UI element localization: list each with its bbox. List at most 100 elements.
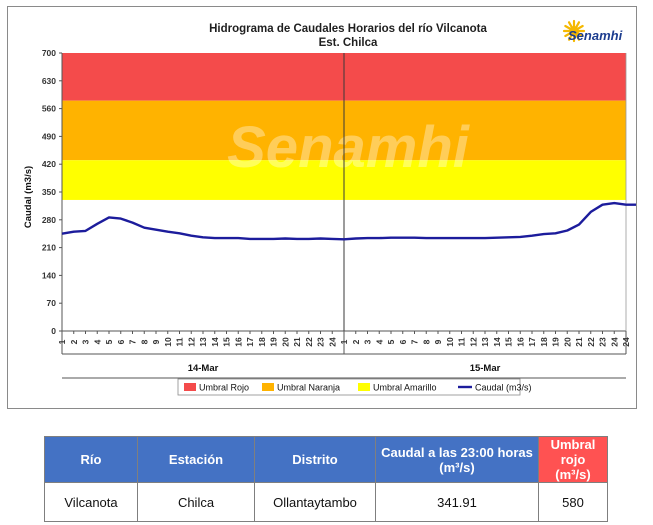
legend-label: Caudal (m3/s) [475, 383, 532, 393]
y-tick-label: 560 [42, 104, 56, 114]
x-tick-label: 7 [410, 339, 420, 344]
y-tick-label: 70 [47, 298, 57, 308]
x-tick-label: 3 [81, 339, 91, 344]
x-tick-label: 16 [233, 337, 243, 347]
x-tick-label: 17 [527, 337, 537, 347]
x-tick-label: 10 [163, 337, 173, 347]
x-tick-label: 13 [480, 337, 490, 347]
x-tick-label: 13 [198, 337, 208, 347]
x-tick-label: 22 [586, 337, 596, 347]
chart-frame: Hidrograma de Caudales Horarios del río … [7, 6, 637, 409]
sun-ray [575, 21, 581, 28]
day-label: 15-Mar [470, 363, 501, 374]
cell-caudal: 341.91 [375, 482, 539, 522]
y-tick-label: 0 [51, 326, 56, 336]
x-tick-label: 4 [374, 339, 384, 344]
header-caudal: Caudal a las 23:00 horas (m³/s) [375, 436, 539, 483]
chart-subtitle: Est. Chilca [319, 37, 378, 49]
x-tick-label: 21 [574, 337, 584, 347]
x-tick-label: 2 [69, 339, 79, 344]
y-tick-label: 280 [42, 215, 56, 225]
watermark: Senamhi [227, 115, 471, 180]
x-tick-label: 19 [551, 337, 561, 347]
y-tick-label: 350 [42, 187, 56, 197]
x-tick-label: 8 [139, 339, 149, 344]
sun-ray [567, 21, 573, 28]
x-tick-label: 7 [128, 339, 138, 344]
x-tick-label: 5 [104, 339, 114, 344]
legend-swatch-umbral-amarillo [358, 383, 370, 391]
x-tick-label: 15 [222, 337, 232, 347]
y-axis-ticks: 0 70 140 210 280 350 420 490 560 630 700 [42, 48, 62, 336]
x-tick-label: 21 [292, 337, 302, 347]
sun-ray [564, 24, 571, 30]
x-tick-label: 24 [609, 337, 619, 347]
watermark-text: Senamhi [227, 115, 471, 180]
legend-swatch-umbral-rojo [184, 383, 196, 391]
cell-umbral-rojo: 580 [538, 482, 608, 522]
legend-label: Umbral Naranja [277, 383, 340, 393]
x-tick-label: 20 [280, 337, 290, 347]
x-tick-label: 14 [492, 337, 502, 347]
logo-text: Senamhi [568, 28, 623, 43]
x-tick-label: 3 [363, 339, 373, 344]
header-estacion: Estación [137, 436, 255, 483]
x-tick-label: 16 [515, 337, 525, 347]
sun-icon [562, 19, 586, 43]
x-tick-label: 17 [245, 337, 255, 347]
station-table: Río Estación Distrito Caudal a las 23:00… [44, 436, 608, 522]
sun-ray [575, 34, 581, 41]
hydrograph-chart: Hidrograma de Caudales Horarios del río … [23, 19, 636, 396]
x-tick-label: 22 [304, 337, 314, 347]
x-tick-label: 24 [621, 337, 631, 347]
header-rio: Río [44, 436, 138, 483]
senamhi-logo: Senamhi [562, 19, 623, 43]
table-header-row: Río Estación Distrito Caudal a las 23:00… [44, 436, 608, 483]
sun-core [569, 26, 579, 36]
legend: Umbral Rojo Umbral Naranja Umbral Amarillo… [177, 378, 532, 396]
day-label: 14-Mar [188, 363, 219, 374]
series-line-caudal [61, 201, 636, 241]
x-tick-label: 23 [598, 337, 608, 347]
x-tick-label: 18 [539, 337, 549, 347]
x-tick-label: 12 [468, 337, 478, 347]
cell-estacion: Chilca [137, 482, 255, 522]
y-tick-label: 420 [42, 159, 56, 169]
chart-title: Hidrograma de Caudales Horarios del río … [209, 23, 487, 35]
table-row: Vilcanota Chilca Ollantaytambo 341.91 58… [44, 482, 608, 522]
x-tick-label: 5 [386, 339, 396, 344]
header-distrito: Distrito [254, 436, 376, 483]
y-tick-label: 210 [42, 243, 56, 253]
x-axis-ticks: 1 2 3 4 5 6 7 8 9 10 11 12 13 14 15 16 17 18 19 20 21 22 23 24 1… [57, 331, 631, 347]
sun-ray [567, 34, 573, 41]
x-tick-label: 12 [186, 337, 196, 347]
x-tick-label: 2 [351, 339, 361, 344]
x-tick-label: 9 [151, 339, 161, 344]
x-tick-label: 24 [327, 337, 337, 347]
x-tick-label: 15 [504, 337, 514, 347]
x-tick-label: 1 [339, 339, 349, 344]
legend-label: Umbral Amarillo [373, 383, 437, 393]
x-tick-label: 9 [433, 339, 443, 344]
x-tick-label: 6 [398, 339, 408, 344]
day-labels: 14-Mar 15-Mar [62, 363, 626, 379]
x-tick-label: 1 [57, 339, 67, 344]
sun-ray [577, 32, 584, 38]
x-tick-label: 4 [92, 339, 102, 344]
y-tick-label: 140 [42, 270, 56, 280]
x-tick-label: 18 [257, 337, 267, 347]
legend-label: Umbral Rojo [199, 383, 249, 393]
header-umbral-rojo: Umbral rojo (m³/s) [538, 436, 608, 483]
x-tick-label: 19 [269, 337, 279, 347]
x-tick-label: 11 [457, 337, 467, 346]
cell-rio: Vilcanota [44, 482, 138, 522]
x-tick-label: 23 [316, 337, 326, 347]
cell-distrito: Ollantaytambo [254, 482, 376, 522]
x-tick-label: 8 [421, 339, 431, 344]
legend-swatch-umbral-naranja [262, 383, 274, 391]
x-tick-label: 6 [116, 339, 126, 344]
sun-ray [564, 32, 571, 38]
y-tick-label: 630 [42, 76, 56, 86]
x-tick-label: 14 [210, 337, 220, 347]
x-tick-label: 20 [562, 337, 572, 347]
